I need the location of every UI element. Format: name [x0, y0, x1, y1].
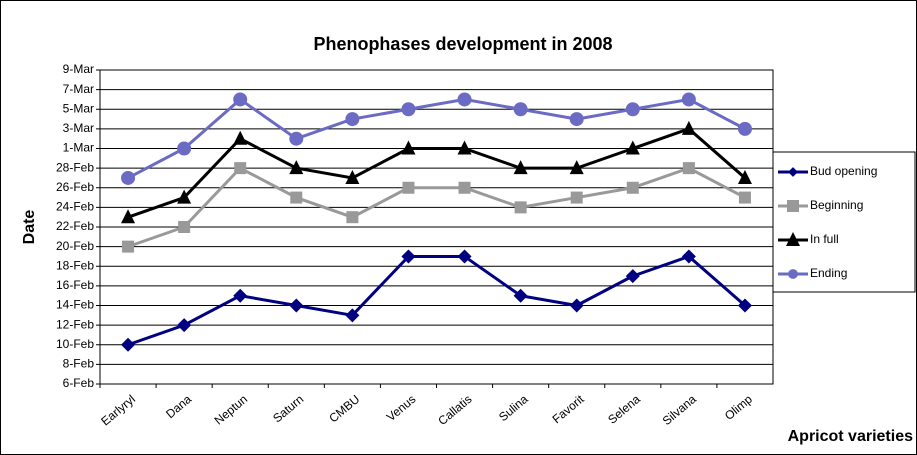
marker: [401, 249, 416, 264]
marker: [682, 162, 695, 175]
legend-marker: [787, 200, 799, 212]
y-tick-label: 3-Mar: [63, 121, 94, 135]
legend-label: Ending: [810, 266, 847, 280]
marker: [681, 92, 696, 107]
chart-title: Phenophases development in 2008: [313, 34, 612, 54]
marker: [625, 102, 640, 117]
y-tick-label: 12-Feb: [56, 317, 94, 331]
marker: [289, 298, 304, 313]
marker: [514, 201, 527, 214]
marker: [737, 121, 752, 136]
marker: [121, 209, 136, 224]
legend: [772, 151, 916, 293]
y-tick-label: 14-Feb: [56, 298, 94, 312]
y-tick-label: 24-Feb: [56, 200, 94, 214]
y-tick-label: 9-Mar: [63, 62, 94, 76]
marker: [569, 112, 584, 127]
marker: [401, 102, 416, 117]
series-line: [127, 127, 746, 219]
y-tick-label: 22-Feb: [56, 219, 94, 233]
marker: [625, 269, 640, 284]
marker: [401, 140, 416, 155]
marker: [457, 140, 472, 155]
marker: [290, 191, 303, 204]
y-tick-label: 16-Feb: [56, 278, 94, 292]
marker: [233, 288, 248, 303]
marker: [122, 240, 135, 253]
marker: [570, 191, 583, 204]
marker: [178, 221, 191, 233]
marker: [458, 181, 471, 194]
marker: [345, 308, 360, 323]
x-axis-label: Apricot varieties: [788, 428, 913, 445]
marker: [513, 160, 528, 175]
marker: [234, 162, 247, 175]
marker: [345, 169, 360, 184]
marker: [457, 92, 472, 107]
marker: [626, 181, 639, 194]
y-tick-label: 28-Feb: [56, 160, 94, 174]
marker: [457, 249, 472, 264]
y-tick-label: 18-Feb: [56, 258, 94, 272]
marker: [402, 181, 415, 194]
marker: [569, 160, 584, 175]
marker: [121, 337, 136, 352]
marker: [177, 189, 192, 204]
marker: [345, 112, 360, 127]
y-tick-label: 26-Feb: [56, 180, 94, 194]
marker: [289, 131, 304, 146]
marker: [233, 92, 248, 107]
y-tick-label: 1-Mar: [63, 141, 94, 155]
marker: [625, 140, 640, 155]
marker: [681, 120, 696, 135]
y-axis-label: Date: [21, 210, 38, 245]
y-tick-label: 7-Mar: [63, 82, 94, 96]
y-tick-label: 20-Feb: [56, 239, 94, 253]
marker: [177, 141, 192, 156]
marker: [569, 298, 584, 313]
legend-marker: [788, 269, 798, 279]
marker: [121, 170, 136, 185]
legend-label: Bud opening: [810, 164, 877, 178]
legend-marker: [786, 232, 800, 246]
marker: [346, 211, 359, 224]
legend-label: Beginning: [810, 198, 863, 212]
marker: [513, 288, 528, 303]
y-tick-label: 10-Feb: [56, 337, 94, 351]
marker: [513, 102, 528, 117]
series-line: [127, 97, 746, 180]
marker: [289, 160, 304, 175]
marker: [681, 249, 696, 264]
marker: [738, 191, 751, 204]
y-tick-label: 5-Mar: [63, 101, 94, 115]
marker: [233, 130, 248, 145]
y-tick-label: 6-Feb: [63, 376, 95, 390]
series-line: [127, 166, 746, 249]
series-line: [127, 254, 746, 347]
marker: [177, 318, 192, 333]
marker: [737, 169, 752, 184]
legend-label: In full: [810, 232, 839, 246]
marker: [737, 298, 752, 313]
y-tick-label: 8-Feb: [63, 357, 95, 371]
